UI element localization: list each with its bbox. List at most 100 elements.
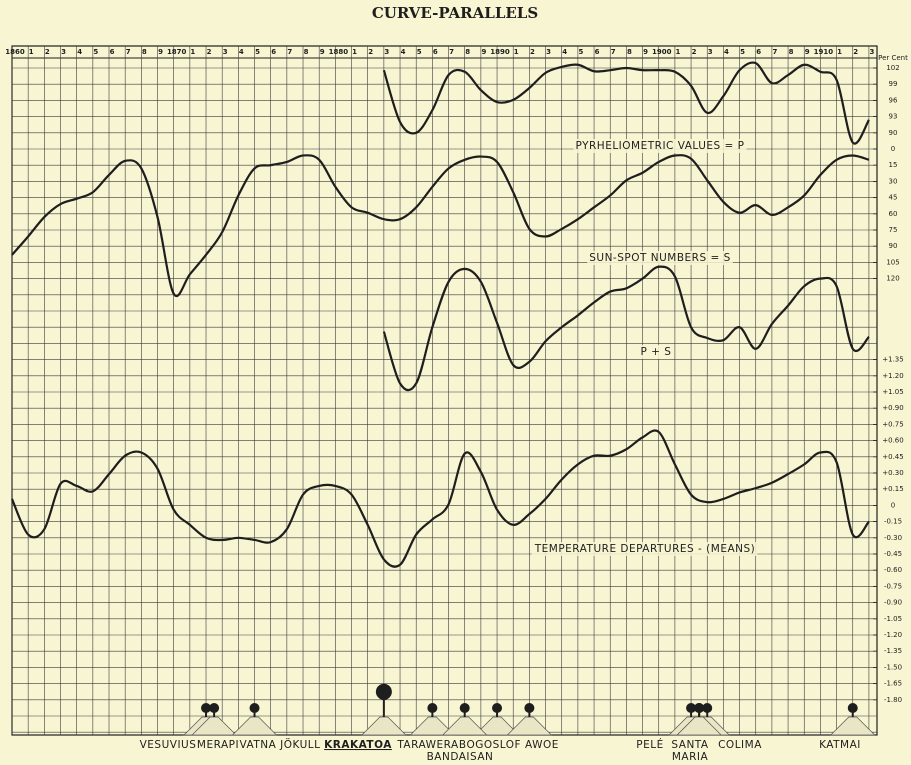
x-tick-label: 9 <box>158 48 163 56</box>
x-tick-label: 1890 <box>490 48 510 56</box>
x-tick-label: 1910 <box>814 48 834 56</box>
x-tick-label: 6 <box>110 48 115 56</box>
y-tick-label: 0 <box>891 501 895 509</box>
y-tick-label: -1.65 <box>884 680 902 688</box>
y-tick-label: 93 <box>889 113 898 121</box>
volcano-label: COLIMA <box>718 739 762 751</box>
y-tick-label: +0.75 <box>882 420 903 428</box>
x-tick-label: 8 <box>789 48 794 56</box>
x-tick-label: 4 <box>724 48 729 56</box>
x-tick-label: 6 <box>271 48 276 56</box>
x-tick-label: 4 <box>239 48 244 56</box>
y-tick-label: 30 <box>889 177 898 185</box>
series-label: P + S <box>641 346 672 358</box>
x-tick-label: 1860 <box>5 48 25 56</box>
y-tick-label: -1.20 <box>884 631 902 639</box>
label-box <box>573 139 747 153</box>
volcano-label: KATMAI <box>819 739 861 751</box>
unit-label: Per Cent <box>878 54 908 62</box>
y-tick-label: 45 <box>889 194 898 202</box>
y-tick-label: 60 <box>889 210 898 218</box>
x-tick-label: 7 <box>772 48 777 56</box>
x-tick-label: 7 <box>126 48 131 56</box>
volcano <box>231 716 278 736</box>
x-tick-label: 5 <box>93 48 98 56</box>
x-tick-label: 6 <box>433 48 438 56</box>
x-tick-label: 9 <box>320 48 325 56</box>
x-tick-label: 1880 <box>329 48 349 56</box>
volcano-label: VATNA JÖKULL <box>239 738 320 751</box>
x-tick-label: 1 <box>29 48 34 56</box>
x-tick-label: 1 <box>675 48 680 56</box>
y-tick-label: -0.60 <box>884 566 902 574</box>
y-tick-label: 99 <box>889 80 898 88</box>
x-tick-label: 2 <box>853 48 858 56</box>
y-tick-label: 90 <box>889 129 898 137</box>
y-tick-label: 120 <box>886 275 899 283</box>
y-tick-label: 15 <box>889 161 898 169</box>
x-tick-label: 7 <box>611 48 616 56</box>
curve <box>11 154 870 297</box>
x-tick-label: 8 <box>465 48 470 56</box>
volcano-label: AWOE <box>525 739 559 751</box>
curve <box>382 61 870 145</box>
volcano-label: PELÉ <box>636 738 663 751</box>
x-tick-label: 9 <box>481 48 486 56</box>
y-tick-label: -1.80 <box>884 696 902 704</box>
volcano <box>829 716 876 736</box>
y-tick-label: +1.35 <box>882 356 903 364</box>
x-tick-label: 3 <box>869 48 874 56</box>
y-tick-label: -0.45 <box>884 550 902 558</box>
y-tick-label: -0.30 <box>884 534 902 542</box>
x-tick-label: 2 <box>368 48 373 56</box>
volcano-label: KRAKATOA <box>324 739 392 751</box>
volcano <box>191 716 237 736</box>
x-tick-label: 7 <box>449 48 454 56</box>
y-tick-label: +0.30 <box>882 469 903 477</box>
x-tick-label: 1900 <box>652 48 672 56</box>
x-tick-label: 6 <box>756 48 761 56</box>
y-tick-label: +0.45 <box>882 453 903 461</box>
label-box <box>531 542 758 556</box>
x-tick-label: 4 <box>77 48 82 56</box>
y-tick-label: +1.20 <box>882 372 903 380</box>
y-tick-label: -0.75 <box>884 582 902 590</box>
series-label: PYRHELIOMETRIC VALUES = P <box>575 140 744 152</box>
curve <box>382 265 870 392</box>
volcano <box>474 716 520 736</box>
x-tick-label: 1 <box>837 48 842 56</box>
x-tick-label: 1 <box>352 48 357 56</box>
volcano <box>506 716 553 736</box>
chart-title: CURVE-PARALLELS <box>372 4 538 22</box>
x-tick-label: 9 <box>805 48 810 56</box>
volcano-label: BOGOSLOF <box>459 739 521 751</box>
x-tick-label: 3 <box>708 48 713 56</box>
y-tick-label: 96 <box>889 96 898 104</box>
x-tick-label: 8 <box>142 48 147 56</box>
x-tick-label: 8 <box>627 48 632 56</box>
y-tick-label: -0.90 <box>884 599 902 607</box>
x-tick-label: 6 <box>595 48 600 56</box>
y-tick-label: +0.60 <box>882 437 903 445</box>
volcano <box>361 716 407 736</box>
x-tick-label: 1 <box>514 48 519 56</box>
y-tick-label: 75 <box>889 226 898 234</box>
y-tick-label: +1.05 <box>882 388 903 396</box>
volcano-label: SANTA <box>671 739 708 751</box>
x-tick-label: 1 <box>190 48 195 56</box>
volcano-label: TARAWERA <box>396 739 459 751</box>
y-tick-label: -1.05 <box>884 615 902 623</box>
y-tick-label: -1.50 <box>884 663 902 671</box>
x-tick-label: 9 <box>643 48 648 56</box>
x-tick-label: 2 <box>530 48 535 56</box>
x-tick-label: 7 <box>287 48 292 56</box>
y-tick-label: 102 <box>886 64 899 72</box>
y-tick-label: -0.15 <box>884 518 902 526</box>
y-tick-label: +0.15 <box>882 485 903 493</box>
volcano-label: MARIA <box>672 751 709 763</box>
x-tick-label: 5 <box>578 48 583 56</box>
label-box <box>587 251 733 265</box>
series-label: TEMPERATURE DEPARTURES - (MEANS) <box>534 543 756 555</box>
